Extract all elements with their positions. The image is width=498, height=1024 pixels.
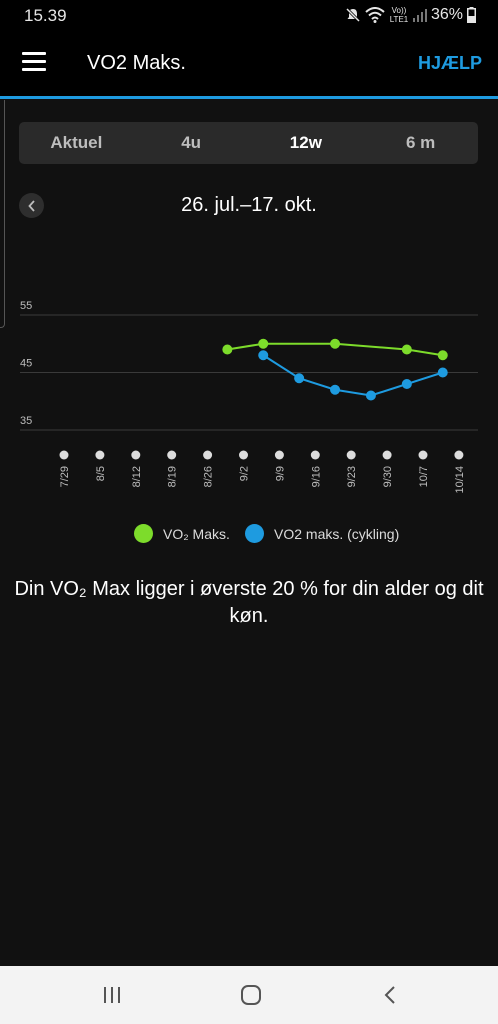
x-axis-dot <box>418 450 428 460</box>
volte-label: Vo)) LTE1 <box>389 6 409 24</box>
recent-apps-icon <box>104 987 120 1003</box>
legend-item-cycling: VO2 maks. (cykling) <box>245 524 399 543</box>
period-tabs: Aktuel 4u 12w 6 m <box>19 122 478 164</box>
x-axis-dot <box>454 450 464 460</box>
legend-dot-vo2 <box>134 524 153 543</box>
battery-icon <box>467 7 476 23</box>
previous-period-button[interactable] <box>19 193 44 218</box>
tab-aktuel[interactable]: Aktuel <box>50 133 103 152</box>
x-axis-dot <box>95 450 105 460</box>
data-point-cycling <box>258 350 269 361</box>
data-point-vo2 <box>258 338 269 349</box>
vo2-summary-message: Din VO₂ Max ligger i øverste 20 % for di… <box>14 578 484 627</box>
data-point-vo2 <box>222 344 233 355</box>
data-point-cycling <box>401 379 412 389</box>
series-line-cycling <box>262 354 444 397</box>
back-icon <box>384 986 395 1004</box>
app-bar-divider <box>0 96 498 99</box>
chart-legend: VO₂ Maks. VO2 maks. (cykling) <box>0 524 498 546</box>
status-time: 15.39 <box>24 6 67 25</box>
system-nav-bar <box>0 966 498 1024</box>
x-tick-label: 9/23 <box>346 466 358 487</box>
x-tick-label: 8/5 <box>95 466 107 481</box>
x-tick-label: 10/7 <box>418 466 430 487</box>
x-axis-dot <box>346 450 356 460</box>
data-point-vo2 <box>330 338 341 349</box>
recent-apps-button[interactable] <box>82 966 142 1024</box>
signal-icon <box>412 9 427 22</box>
x-tick-label: 9/16 <box>310 466 322 487</box>
y-tick-label: 45 <box>20 358 32 370</box>
date-range: 26. jul.–17. okt. <box>181 194 317 216</box>
page-title: VO2 Maks. <box>87 52 186 74</box>
data-point-cycling <box>294 373 305 384</box>
chevron-left-icon <box>27 199 35 212</box>
x-axis-dot <box>239 450 248 460</box>
home-icon <box>241 985 261 1005</box>
x-tick-label: 8/26 <box>203 466 215 487</box>
app-bar: VO2 Maks. HJÆLP <box>0 30 498 96</box>
x-axis-dot <box>203 450 213 460</box>
help-button[interactable]: HJÆLP <box>417 53 482 73</box>
status-icons: Vo)) LTE1 36% <box>345 5 476 25</box>
x-axis-dot <box>131 450 141 460</box>
x-tick-label: 7/29 <box>59 466 71 487</box>
x-tick-label: 9/2 <box>239 466 251 481</box>
x-tick-label: 8/12 <box>131 466 143 487</box>
y-tick-label: 55 <box>20 300 32 312</box>
x-tick-label: 9/30 <box>382 466 394 487</box>
tab-4u[interactable]: 4u <box>181 133 202 152</box>
x-tick-label: 8/19 <box>167 466 179 487</box>
x-tick-label: 9/9 <box>274 466 286 481</box>
tab-6m[interactable]: 6 m <box>405 133 436 152</box>
data-point-cycling <box>365 390 376 401</box>
drawer-edge <box>0 100 5 328</box>
data-point-cycling <box>437 367 448 378</box>
home-button[interactable] <box>221 966 281 1024</box>
mute-icon <box>345 7 361 23</box>
legend-item-vo2: VO₂ Maks. <box>134 524 230 543</box>
legend-label-cycling: VO2 maks. (cykling) <box>274 525 400 542</box>
legend-label-vo2: VO₂ Maks. <box>163 525 230 542</box>
x-tick-label: 10/14 <box>454 466 466 494</box>
x-axis-dot <box>274 450 284 460</box>
data-point-vo2 <box>437 350 448 361</box>
tab-12w[interactable]: 12w <box>289 133 322 152</box>
data-point-vo2 <box>401 344 412 355</box>
vo2-chart: 35 45 55 7/29 8/5 8/12 8/19 8/26 9/2 9/9 9/16 9/23 9… <box>20 300 478 494</box>
battery-percent: 36% <box>430 6 463 23</box>
y-tick-label: 35 <box>20 415 32 427</box>
status-bar: 15.39 Vo)) LTE1 36% <box>0 0 498 30</box>
x-axis-dot <box>382 450 392 460</box>
back-button[interactable] <box>360 966 420 1024</box>
x-axis-dot <box>59 450 69 460</box>
hamburger-menu-icon[interactable] <box>22 52 46 72</box>
data-point-cycling <box>330 384 341 395</box>
x-axis-dot <box>310 450 320 460</box>
x-axis-dot <box>167 450 177 460</box>
wifi-icon <box>365 7 385 23</box>
legend-dot-cycling <box>245 524 264 543</box>
